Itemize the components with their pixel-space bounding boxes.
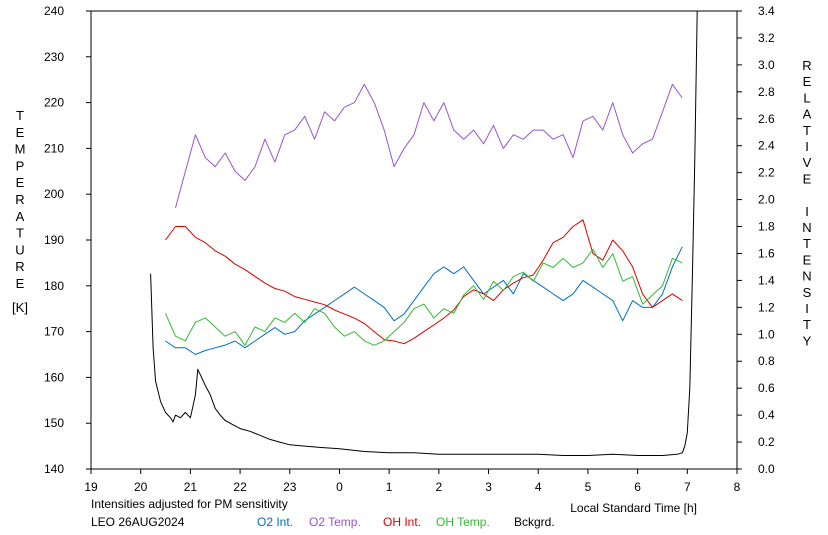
y2-axis-label-letter: S [803,285,812,300]
y-axis-right: 0.0 0.2 0.4 0.6 0.8 1.0 1.2 1.4 1.6 1.8 2.0 2.2 2.4 2… [737,4,775,476]
station-label: LEO 26AUG2024 [91,515,185,529]
y2-axis-label-letter: I [805,301,809,316]
legend-item: OH Temp. [436,515,490,529]
y2-tick-label: 2.2 [758,166,775,180]
y2-tick-label: 1.8 [758,220,775,234]
y-axis-label-letter: E [16,175,25,190]
y-axis-label-letter: R [15,259,24,274]
x-tick-label: 4 [535,480,542,494]
y2-axis-label-letter: L [803,90,810,105]
y-tick-label: 180 [44,279,64,293]
x-tick-label: 3 [485,480,492,494]
y-tick-label: 220 [44,96,64,110]
y-axis-label-letter: E [16,125,25,140]
legend: O2 Int. O2 Temp. OH Int. OH Temp. Bckgrd. [257,515,555,529]
y2-tick-label: 2.4 [758,139,775,153]
x-tick-label: 23 [283,480,297,494]
y-axis-label-letter: T [16,226,24,241]
x-tick-label: 21 [184,480,198,494]
y-tick-label: 150 [44,416,64,430]
note-text: Intensities adjusted for PM sensitivity [91,497,288,511]
y-axis-left: 140 150 160 170 180 190 200 210 220 230 240 [44,4,91,476]
y-tick-label: 140 [44,462,64,476]
y2-tick-label: 0.6 [758,381,775,395]
y-tick-label: 200 [44,187,64,201]
x-tick-label: 6 [634,480,641,494]
y-tick-label: 190 [44,233,64,247]
y2-axis-label-letter: I [805,139,809,154]
y-tick-label: 230 [44,50,64,64]
y2-axis-label-letter: R [802,58,811,73]
series-line-3 [165,248,683,346]
y2-axis-label-letter: N [802,269,811,284]
y2-tick-label: 2.6 [758,112,775,126]
y2-tick-label: 0.0 [758,462,775,476]
y2-axis-label-letter: T [803,236,811,251]
y2-tick-label: 1.2 [758,300,775,314]
x-tick-label: 20 [134,480,148,494]
y2-tick-label: 0.4 [758,408,775,422]
x-tick-label: 5 [585,480,592,494]
series-line-1 [175,83,683,209]
y-tick-label: 160 [44,370,64,384]
y-tick-label: 170 [44,325,64,339]
y-axis-unit: [K] [12,300,28,315]
y2-tick-label: 0.8 [758,354,775,368]
y2-tick-label: 3.0 [758,58,775,72]
y2-axis-label-letter: E [803,252,812,267]
plot-frame [90,10,738,470]
y2-tick-label: 1.0 [758,327,775,341]
series-layer [150,10,698,456]
y2-axis-label-letter: E [803,74,812,89]
legend-item: Bckgrd. [514,515,555,529]
y-axis-label-letter: A [16,209,25,224]
y2-tick-label: 1.6 [758,246,775,260]
y2-tick-label: 0.2 [758,435,775,449]
y-axis-label-letter: T [16,108,24,123]
legend-item: O2 Temp. [309,515,361,529]
x-tick-label: 1 [386,480,393,494]
y2-tick-label: 1.4 [758,273,775,287]
y2-axis-label-letter: E [803,171,812,186]
y-axis-label-letter: P [16,158,25,173]
x-tick-label: 8 [734,480,741,494]
y2-axis-label-letter: N [802,220,811,235]
y2-axis-label-letter: V [803,155,812,170]
y2-tick-label: 2.0 [758,193,775,207]
y2-tick-label: 2.8 [758,85,775,99]
y-tick-label: 240 [44,4,64,18]
y2-axis-label-letter: A [803,107,812,122]
y2-axis-label-letter: Y [803,333,812,348]
series-line-2 [165,219,683,345]
x-axis: 19 20 21 22 23 0 1 2 3 4 5 6 7 8 [84,469,741,494]
x-axis-label: Local Standard Time [h] [570,501,697,515]
y-tick-label: 210 [44,141,64,155]
x-tick-label: 19 [84,480,98,494]
y-axis-label-letter: U [15,242,24,257]
x-tick-label: 0 [336,480,343,494]
series-line-4 [150,10,698,456]
y-axis-label-letter: R [15,192,24,207]
y2-axis-label-letter: T [803,123,811,138]
y2-axis-label-letter: I [805,204,809,219]
series-line-0 [165,246,683,355]
y-axis-label-letter: E [16,276,25,291]
y-axis-label-letter: M [15,142,26,157]
x-tick-label: 2 [436,480,443,494]
legend-item: OH Int. [383,515,421,529]
legend-item: O2 Int. [257,515,293,529]
x-tick-label: 22 [233,480,247,494]
x-tick-label: 7 [684,480,691,494]
y2-tick-label: 3.2 [758,31,775,45]
y2-axis-label-letter: T [803,317,811,332]
y2-tick-label: 3.4 [758,4,775,18]
